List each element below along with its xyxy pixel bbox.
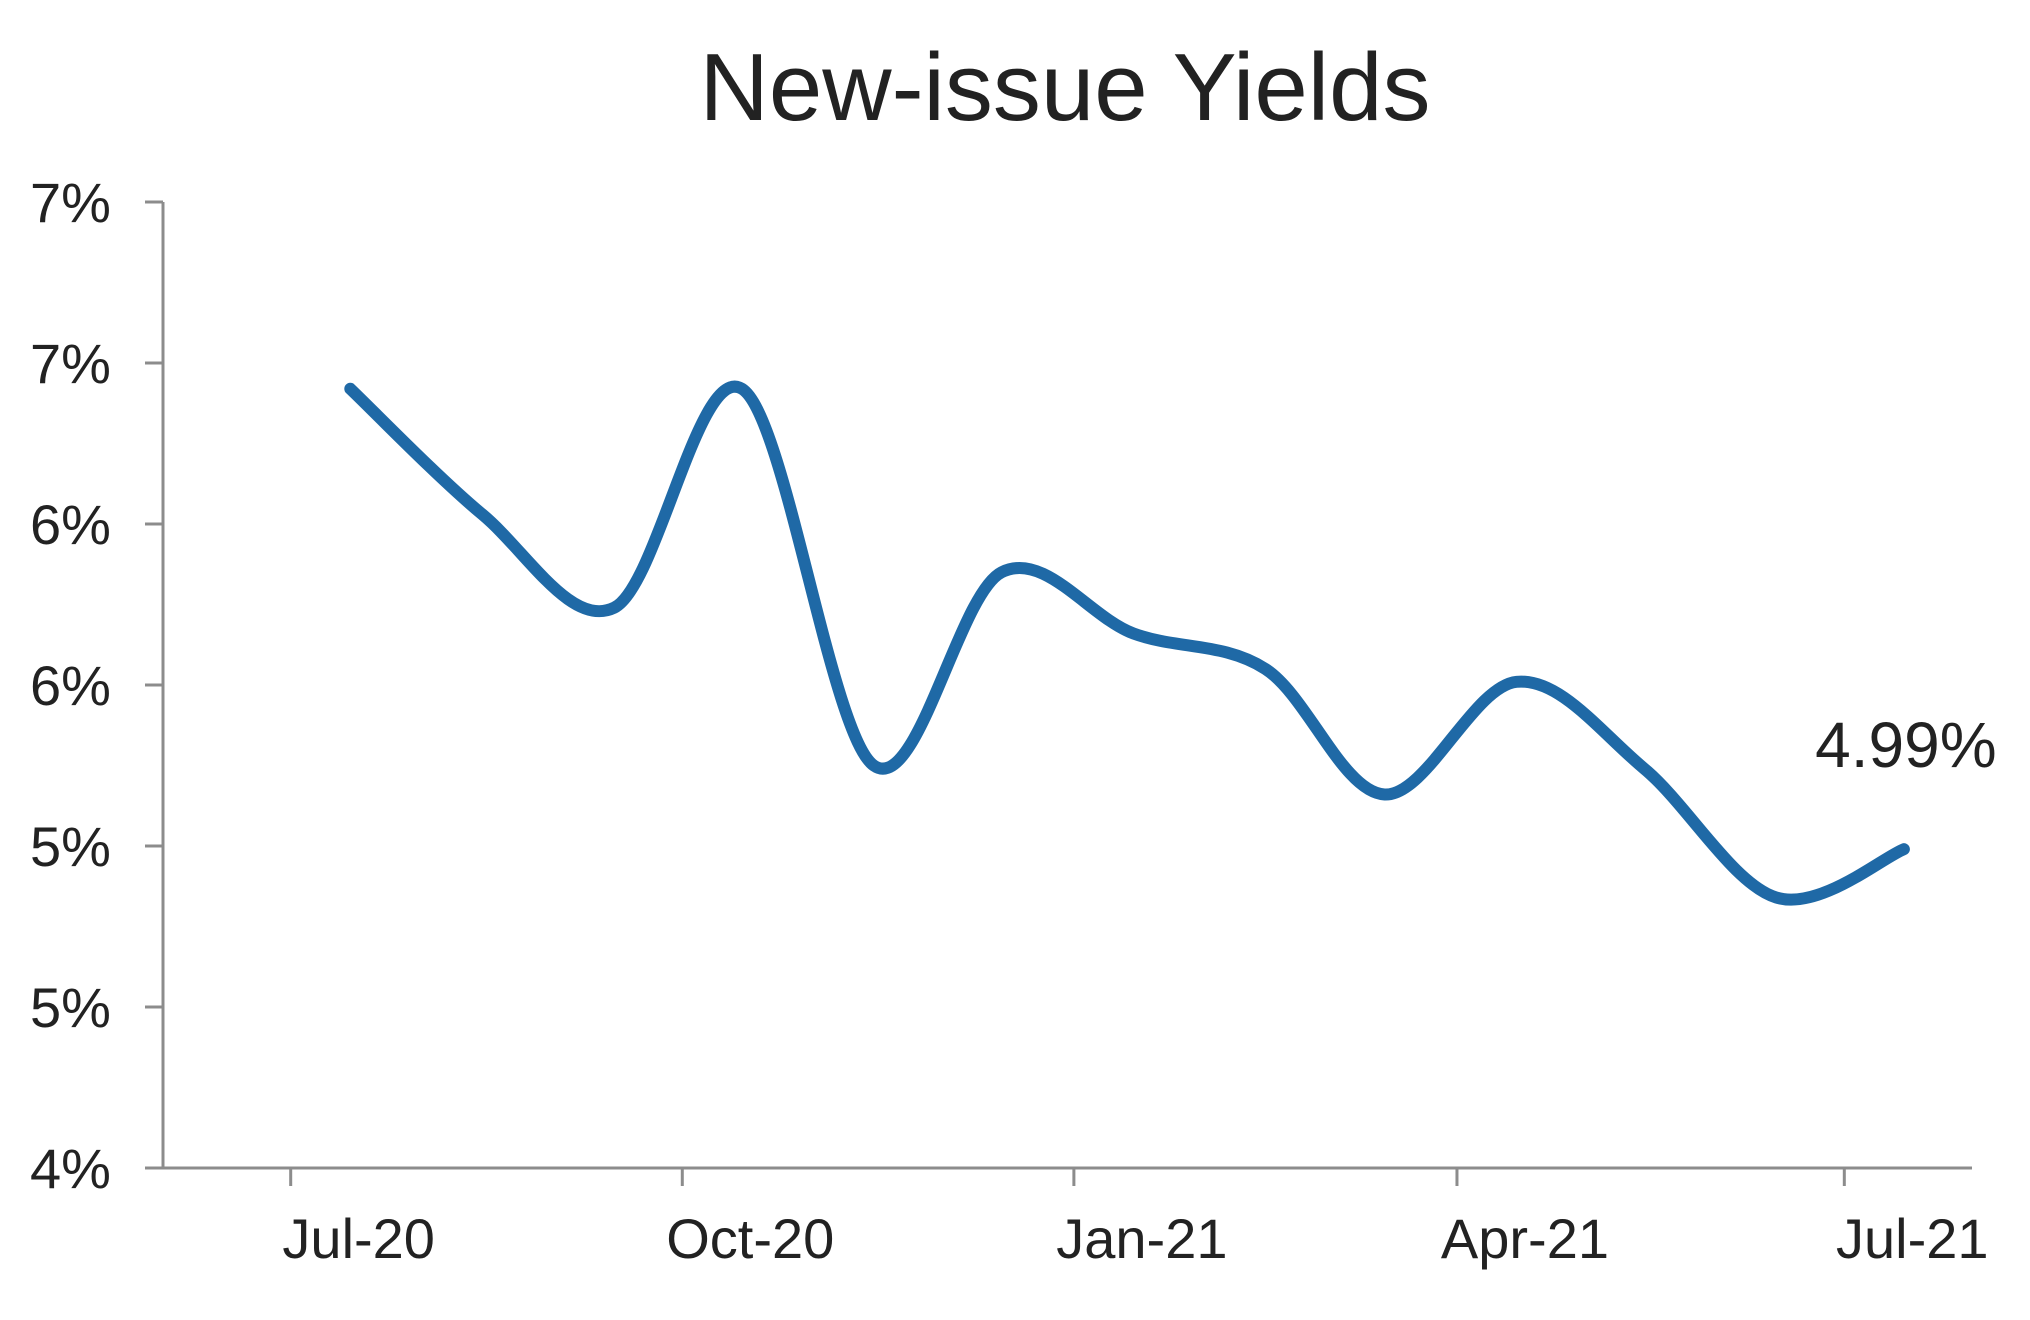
y-tick-label: 7% — [30, 171, 111, 234]
x-tick-label: Apr-21 — [1441, 1207, 1609, 1270]
series-line — [344, 380, 1910, 906]
x-tick-label: Oct-20 — [666, 1207, 834, 1270]
y-tick-label: 6% — [30, 493, 111, 556]
series-layer — [344, 380, 1910, 906]
x-axis: Jul-20 Oct-20 Jan-21 Apr-21 Jul-21 — [163, 1166, 1989, 1270]
x-tick-label: Jan-21 — [1056, 1207, 1227, 1270]
data-label: 4.99% — [1815, 709, 1996, 781]
y-tick-label: 4% — [30, 1137, 111, 1200]
x-tick-label: Jul-20 — [282, 1207, 435, 1270]
chart-title: New-issue Yields — [700, 34, 1431, 141]
y-tick-label: 6% — [30, 654, 111, 717]
y-tick-label: 5% — [30, 815, 111, 878]
y-tick-label: 7% — [30, 332, 111, 395]
x-tick-label: Jul-21 — [1836, 1207, 1989, 1270]
annotation-layer: 4.99% — [1815, 709, 1996, 781]
y-axis: 4% 5% 5% 6% 6% 7% 7% — [30, 171, 165, 1200]
y-tick-label: 5% — [30, 976, 111, 1039]
